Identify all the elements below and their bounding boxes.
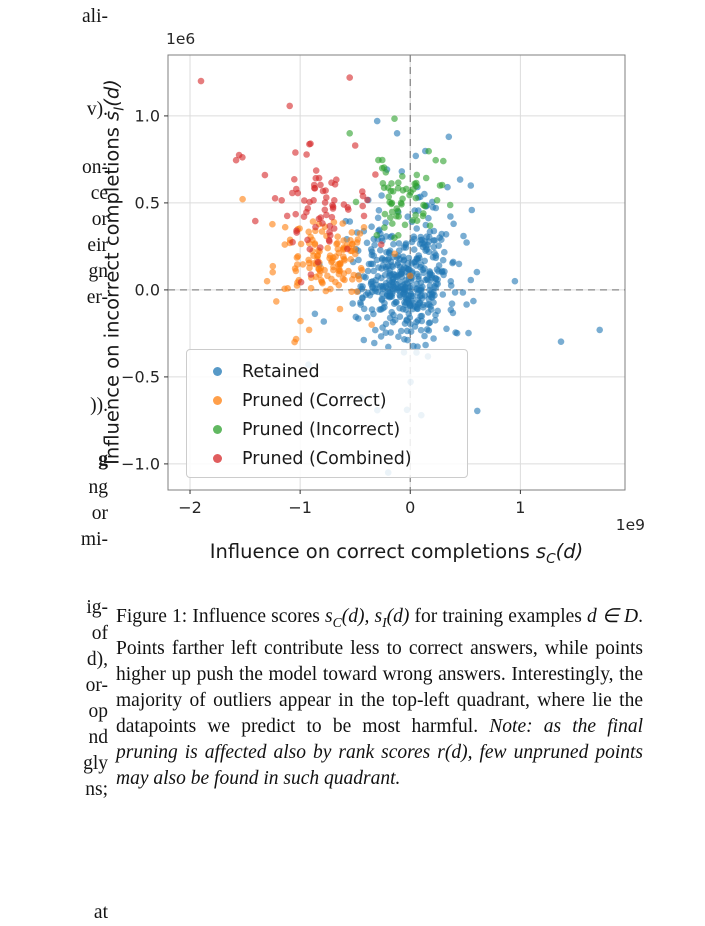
left-margin-fragment: gn xyxy=(88,261,109,282)
x-tick-label: −1 xyxy=(288,498,312,517)
left-margin-fragment: of xyxy=(91,623,108,644)
y-tick-label: −0.5 xyxy=(121,367,160,386)
legend-marker-dot xyxy=(213,396,222,405)
left-margin-fragment: er- xyxy=(86,287,108,308)
left-margin-fragment: mi- xyxy=(80,529,108,550)
x-axis-label: Influence on correct completions sC(d) xyxy=(209,540,584,567)
left-margin-fragment: on- xyxy=(82,157,108,178)
left-margin-fragment: gly xyxy=(83,753,108,774)
series-retained xyxy=(305,117,603,476)
x-tick-label: −2 xyxy=(178,498,202,517)
left-margin-fragment: at xyxy=(93,902,108,923)
legend-entry: Pruned (Incorrect) xyxy=(187,415,467,444)
left-margin-fragment: eir xyxy=(87,235,108,256)
figure-scatter-plot: −2 −1 0 1 1.0 0.5 0.0 −0.5 −1.0 1e6 1e9 Influenc… xyxy=(100,28,660,588)
legend-entry: Retained xyxy=(187,357,467,386)
left-margin-fragment: nd xyxy=(88,727,109,748)
left-margin-fragment: v). xyxy=(86,99,108,120)
legend-marker-dot xyxy=(213,425,222,434)
figure-caption: Figure 1: Influence scores sC(d), sI(d) … xyxy=(116,606,644,789)
y-tick-label: −1.0 xyxy=(121,454,160,473)
left-margin-fragment: ns; xyxy=(85,779,108,800)
series-pruned-incorrect xyxy=(346,115,454,242)
legend-marker-dot xyxy=(213,454,222,463)
left-margin-fragment: )). xyxy=(90,395,108,416)
left-margin-fragment: or- xyxy=(85,675,108,696)
legend-entry-label: Pruned (Incorrect) xyxy=(242,419,401,440)
left-margin-fragment: or xyxy=(91,209,108,230)
y-tick-label: 0.0 xyxy=(135,280,160,299)
axes-box xyxy=(167,54,626,491)
tick-marks xyxy=(164,115,521,494)
legend-entry: Pruned (Correct) xyxy=(187,386,467,415)
left-margin-fragment: or xyxy=(91,503,108,524)
x-axis-scale-label: 1e9 xyxy=(615,516,645,534)
legend-entry: Pruned (Combined) xyxy=(187,444,467,473)
legend-marker-dot xyxy=(213,367,222,376)
left-margin-fragment: ali- xyxy=(82,6,108,27)
left-margin-fragment: op xyxy=(88,701,109,722)
left-margin-fragment: ce xyxy=(90,183,108,204)
left-margin-fragment: ig- xyxy=(86,597,108,618)
scatter-points xyxy=(197,74,603,476)
y-tick-label: 0.5 xyxy=(135,193,160,212)
left-margin-fragment: g xyxy=(98,449,108,470)
scatter-plot-canvas: −2 −1 0 1 1.0 0.5 0.0 −0.5 −1.0 xyxy=(121,54,626,517)
legend-entry-label: Pruned (Correct) xyxy=(242,390,387,411)
legend-entry-label: Pruned (Combined) xyxy=(242,448,412,469)
legend-entry-label: Retained xyxy=(242,361,320,382)
y-axis-scale-label: 1e6 xyxy=(166,30,196,48)
left-margin-fragment: ng xyxy=(88,477,109,498)
x-tick-label: 0 xyxy=(405,498,415,517)
x-tick-label: 1 xyxy=(515,498,525,517)
y-tick-label: 1.0 xyxy=(135,106,160,125)
series-pruned-combined xyxy=(197,74,385,286)
y-axis-label: Influence on incorrect completions sI(d) xyxy=(100,79,128,465)
left-margin-fragment: d), xyxy=(86,649,108,670)
plot-legend: Retained Pruned (Correct) Pruned (Incorrec… xyxy=(186,349,468,478)
left-margin-column: ali-v). on-ce or eir gn er-)). g ng or mi-ig-of d)… xyxy=(0,0,108,926)
